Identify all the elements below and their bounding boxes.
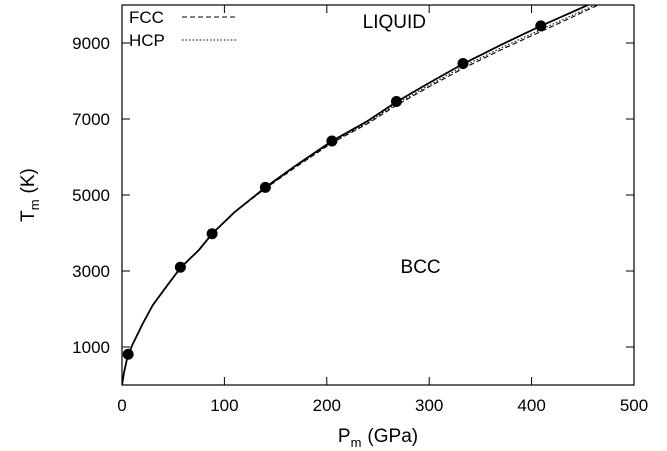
x-tick-label: 400	[517, 396, 545, 415]
region-labels: LIQUID BCC	[363, 12, 441, 278]
y-tick-label: 5000	[72, 186, 110, 205]
region-label-bcc: BCC	[401, 257, 441, 278]
data-points	[122, 20, 547, 360]
curves	[122, 5, 599, 385]
ticks: 0 100 200 300 400 500 1000 3000 5000 7000 9000	[72, 5, 648, 415]
data-point	[390, 96, 402, 108]
legend-label-hcp: HCP	[129, 31, 165, 50]
plot-area: 0 100 200 300 400 500 1000 3000 5000 7000 9000 LIQ…	[72, 4, 648, 415]
data-point	[535, 20, 547, 32]
legend: FCC HCP	[129, 8, 236, 50]
y-tick-label: 7000	[72, 110, 110, 129]
y-tick-label: 1000	[72, 338, 110, 357]
data-point	[457, 58, 469, 70]
data-point	[326, 135, 338, 147]
x-tick-label: 500	[620, 396, 648, 415]
x-tick-label: 200	[313, 396, 341, 415]
data-point	[122, 348, 134, 360]
data-point	[206, 228, 218, 240]
fcc-curve	[122, 5, 599, 385]
data-point	[174, 261, 186, 273]
hcp-curve	[122, 5, 596, 385]
region-label-liquid: LIQUID	[363, 12, 426, 33]
main-curve	[122, 5, 589, 385]
x-tick-label: 100	[210, 396, 238, 415]
y-tick-label: 3000	[72, 262, 110, 281]
x-tick-label: 0	[117, 396, 126, 415]
x-tick-label: 300	[415, 396, 443, 415]
y-axis-label: Tm(K)	[18, 168, 42, 222]
x-axis-label: Pm (GPa)	[338, 426, 418, 450]
legend-label-fcc: FCC	[129, 8, 164, 27]
plot-frame	[121, 4, 635, 386]
y-tick-label: 9000	[72, 34, 110, 53]
data-point	[259, 181, 271, 193]
